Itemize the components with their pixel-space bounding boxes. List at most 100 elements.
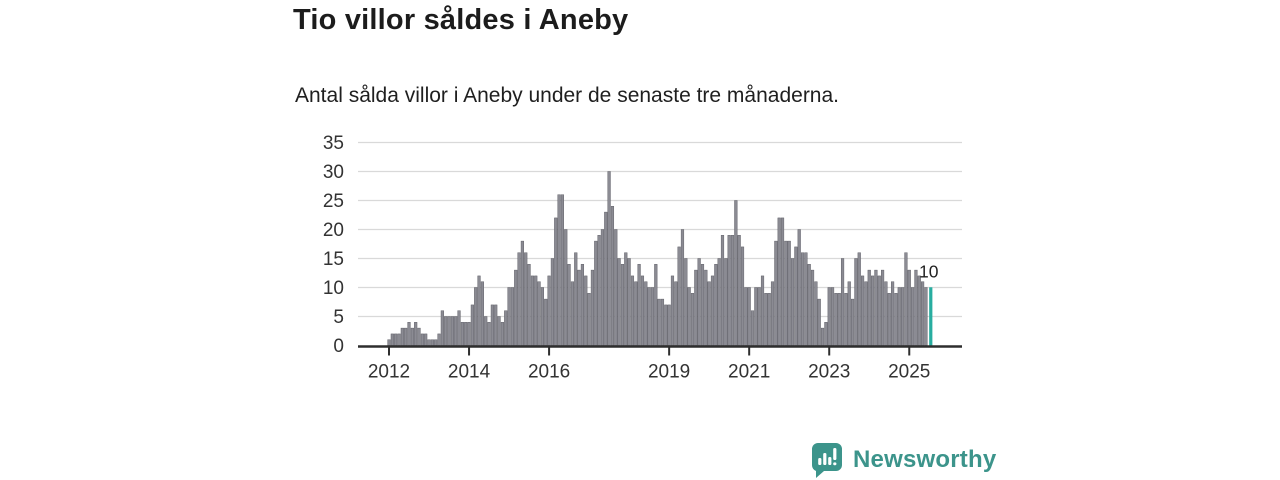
bar <box>907 269 911 346</box>
bar <box>444 316 448 346</box>
newsworthy-wordmark: Newsworthy <box>853 445 997 473</box>
x-axis-tick-label: 2021 <box>728 362 770 383</box>
bar <box>657 298 661 346</box>
bar <box>610 206 615 346</box>
bar <box>524 252 528 346</box>
bar <box>777 217 781 346</box>
bar-chart: 0 5 10 15 20 25 30 35 2012 2014 2016 2019 2021 2023 20… <box>290 125 980 410</box>
bar <box>667 304 671 346</box>
bar <box>457 310 461 346</box>
bar <box>477 275 481 346</box>
bar <box>820 327 825 346</box>
y-axis-tick-label: 0 <box>333 336 344 357</box>
bar <box>494 304 498 346</box>
bar <box>881 269 885 346</box>
bar <box>864 281 868 346</box>
bar <box>754 287 758 346</box>
bar <box>800 252 805 346</box>
bar <box>594 240 598 346</box>
bar <box>450 316 454 346</box>
bar <box>837 293 841 346</box>
bar <box>447 316 451 346</box>
bar <box>617 258 621 346</box>
bar <box>390 333 394 346</box>
bar <box>747 287 751 346</box>
bar <box>597 235 601 346</box>
bar <box>467 322 471 346</box>
bar <box>424 333 428 346</box>
bar <box>460 322 464 346</box>
bar <box>724 258 728 346</box>
y-axis-tick-label: 5 <box>333 307 344 328</box>
bar <box>644 281 648 346</box>
bar <box>570 281 575 346</box>
bar <box>607 171 611 346</box>
bar <box>520 240 524 346</box>
bar <box>507 287 511 346</box>
bar <box>547 275 551 346</box>
bar <box>484 316 488 346</box>
bar <box>430 339 434 346</box>
bar <box>660 298 665 346</box>
bar <box>600 229 605 346</box>
page-title: Tio villor såldes i Aneby <box>293 4 629 36</box>
bar <box>810 269 815 346</box>
x-axis-tick-label: 2016 <box>528 362 570 383</box>
bar <box>911 287 915 346</box>
bar <box>587 293 591 346</box>
bar <box>454 316 458 346</box>
bar <box>640 275 645 346</box>
bar <box>504 310 508 346</box>
newsworthy-logo[interactable]: Newsworthy <box>810 441 996 478</box>
bar <box>884 281 888 346</box>
x-axis-tick-label: 2025 <box>888 362 930 383</box>
bar <box>437 333 441 346</box>
bar <box>917 275 921 346</box>
bar <box>527 264 531 346</box>
bar <box>554 217 558 346</box>
bar <box>694 269 698 346</box>
bar <box>710 275 715 346</box>
y-axis-tick-label: 20 <box>323 220 344 241</box>
bar <box>387 339 391 346</box>
bar <box>680 229 685 346</box>
bar <box>580 264 585 346</box>
bar <box>814 281 818 346</box>
bar <box>780 217 785 346</box>
bar <box>664 304 668 346</box>
y-axis-tick-label: 30 <box>323 162 344 183</box>
bar <box>904 252 908 346</box>
bar <box>744 287 748 346</box>
bar <box>737 235 741 346</box>
bar <box>787 240 791 346</box>
bar <box>774 240 778 346</box>
bar <box>490 304 494 346</box>
bar <box>894 293 898 346</box>
bar <box>434 339 438 346</box>
bar <box>674 281 678 346</box>
bar <box>634 281 638 346</box>
bar <box>497 316 501 346</box>
bar <box>470 304 474 346</box>
bar <box>840 258 845 346</box>
bar <box>637 264 641 346</box>
bar <box>804 252 808 346</box>
bar <box>854 258 858 346</box>
highlighted-bar <box>929 287 933 346</box>
bar <box>847 281 851 346</box>
bar <box>537 281 541 346</box>
bar <box>487 322 491 346</box>
x-axis-tick-label: 2019 <box>648 362 690 383</box>
bar <box>790 258 795 346</box>
bar <box>584 275 588 346</box>
bar <box>834 293 838 346</box>
bar <box>687 287 691 346</box>
bar <box>924 287 928 346</box>
bar <box>740 246 745 346</box>
bar <box>874 269 878 346</box>
bar <box>530 275 534 346</box>
bar <box>407 322 411 346</box>
bar <box>824 322 828 346</box>
